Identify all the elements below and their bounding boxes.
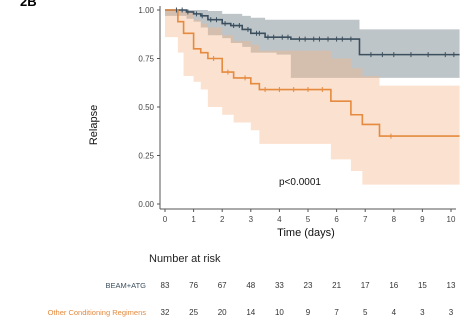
y-axis-ticks: 0.00 0.25 0.50 0.75 1.00 [138, 6, 160, 209]
y-tick-label: 0.75 [138, 55, 154, 64]
confidence-bands [165, 10, 460, 185]
risk-count: 83 [161, 281, 170, 290]
x-tick-label: 4 [277, 215, 282, 224]
risk-count: 3 [420, 308, 425, 317]
x-tick-label: 1 [191, 215, 196, 224]
risk-count: 14 [246, 308, 255, 317]
x-tick-label: 2 [220, 215, 225, 224]
survival-curves [165, 9, 460, 137]
risk-count: 33 [275, 281, 284, 290]
risk-row-label: BEAM+ATG [106, 281, 147, 290]
risk-count: 15 [418, 281, 427, 290]
x-tick-label: 10 [447, 215, 456, 224]
risk-count: 23 [304, 281, 313, 290]
risk-count: 16 [389, 281, 398, 290]
y-axis-title: Relapse [88, 105, 100, 145]
x-axis-title: Time (days) [277, 227, 335, 239]
risk-count: 9 [306, 308, 311, 317]
risk-count: 48 [246, 281, 255, 290]
x-axis-ticks: 0 1 2 3 4 5 6 7 8 9 10 [163, 209, 456, 224]
risk-count: 7 [334, 308, 339, 317]
x-tick-label: 3 [249, 215, 254, 224]
ci-band-other-regimens [165, 10, 460, 185]
x-tick-label: 7 [363, 215, 368, 224]
y-tick-label: 0.50 [138, 103, 154, 112]
risk-count: 13 [447, 281, 456, 290]
risk-count: 10 [275, 308, 284, 317]
x-tick-label: 6 [334, 215, 339, 224]
y-tick-label: 1.00 [138, 6, 154, 15]
risk-count: 20 [218, 308, 227, 317]
censor-marks [175, 7, 455, 139]
ci-band-beam-atg [165, 10, 460, 78]
curve-beam-atg [165, 9, 460, 56]
risk-count: 21 [332, 281, 341, 290]
risk-count: 3 [449, 308, 454, 317]
risk-count: 32 [161, 308, 170, 317]
risk-count: 5 [363, 308, 368, 317]
x-tick-label: 5 [306, 215, 311, 224]
x-tick-label: 8 [392, 215, 397, 224]
risk-count: 17 [361, 281, 370, 290]
risk-table-title: Number at risk [149, 253, 221, 265]
risk-count: 25 [189, 308, 198, 317]
risk-count: 76 [189, 281, 198, 290]
curve-other-regimens [165, 9, 460, 137]
risk-row-label: Other Conditioning Regimens [48, 308, 147, 317]
y-tick-label: 0.00 [138, 200, 154, 209]
risk-count: 4 [392, 308, 397, 317]
risk-count: 67 [218, 281, 227, 290]
x-tick-label: 9 [420, 215, 425, 224]
p-value-annotation: p<0.0001 [279, 177, 321, 188]
x-tick-label: 0 [163, 215, 168, 224]
y-tick-label: 0.25 [138, 152, 154, 161]
panel-label: 2B [20, 0, 37, 9]
